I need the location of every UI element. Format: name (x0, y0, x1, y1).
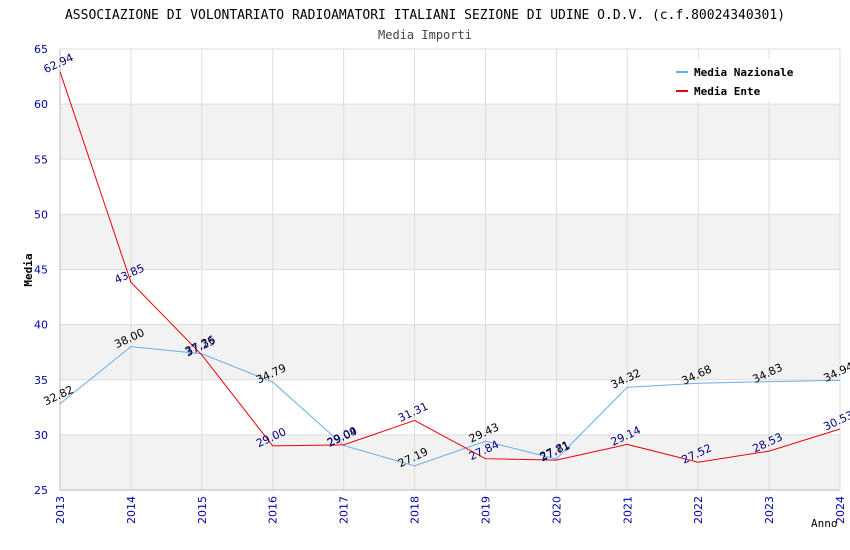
chart-title: ASSOCIAZIONE DI VOLONTARIATO RADIOAMATOR… (65, 8, 785, 23)
legend-label-1: Media Ente (694, 85, 761, 98)
x-tick-label: 2013 (54, 496, 67, 524)
y-tick-label: 60 (34, 98, 48, 111)
grid-band (60, 269, 840, 325)
x-tick-label: 2020 (550, 496, 563, 524)
x-tick-label: 2021 (621, 496, 634, 524)
y-tick-label: 65 (34, 43, 48, 56)
y-tick-label: 50 (34, 208, 48, 221)
x-tick-label: 2014 (125, 496, 138, 524)
legend-label-0: Media Nazionale (694, 66, 794, 79)
x-tick-label: 2023 (763, 496, 776, 524)
y-tick-label: 30 (34, 429, 48, 442)
y-tick-label: 55 (34, 153, 48, 166)
grid-band (60, 159, 840, 215)
plot-background (59, 48, 841, 491)
grid-band (60, 379, 840, 435)
series-line-1 (59, 71, 841, 463)
chart-subtitle: Media Importi (378, 28, 472, 42)
y-tick-label: 25 (34, 484, 48, 497)
x-tick-label: 2024 (834, 496, 847, 524)
x-axis: 2013 2014 2015 2016 2017 2018 2019 2020 2021 2022… (54, 489, 847, 524)
series-lines (59, 71, 841, 467)
grid-band (60, 434, 840, 490)
legend: Media Nazionale Media Ente (668, 59, 810, 101)
y-axis-title: Media (22, 253, 35, 286)
x-tick-label: 2015 (196, 496, 209, 524)
legend-box (668, 59, 810, 101)
grid-band (60, 214, 840, 270)
y-axis: 25 30 35 40 45 50 55 60 65 (34, 43, 61, 497)
x-tick-label: 2018 (409, 496, 422, 524)
grid-band (60, 324, 840, 380)
x-tick-label: 2016 (267, 496, 280, 524)
x-tick-label: 2022 (692, 496, 705, 524)
x-tick-label: 2017 (338, 496, 351, 524)
grid-band (60, 104, 840, 160)
x-tick-label: 2019 (479, 496, 492, 524)
y-tick-label: 45 (34, 264, 48, 277)
y-tick-label: 35 (34, 374, 48, 387)
series-line-0 (59, 346, 841, 467)
y-tick-label: 40 (34, 319, 48, 332)
x-axis-title: Anno (811, 517, 838, 530)
